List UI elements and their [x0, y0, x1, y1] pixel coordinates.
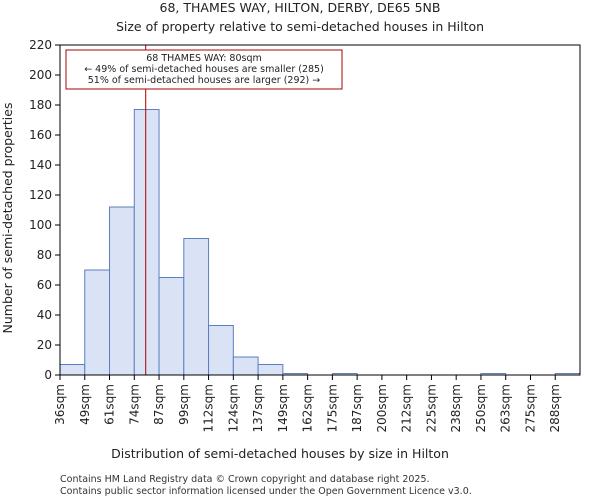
bar-36sqm	[59, 364, 86, 376]
y-tick-label: 60	[37, 278, 52, 292]
y-tick-label: 120	[29, 188, 52, 202]
x-tick-label: 200sqm	[375, 384, 389, 432]
x-tick-label: 36sqm	[53, 384, 67, 425]
x-tick-label: 187sqm	[350, 384, 364, 432]
y-tick-label: 100	[29, 218, 52, 232]
bar-87sqm	[158, 277, 185, 376]
x-tick-label: 263sqm	[499, 384, 513, 432]
y-axis-ticks: 0 20 40 60 80 100 120 140 160 180 200 220	[29, 38, 60, 382]
annotation-line-1: 68 THAMES WAY: 80sqm	[146, 53, 262, 64]
y-tick-label: 0	[44, 368, 52, 382]
bar-61sqm	[109, 206, 135, 376]
bar-137sqm	[257, 364, 284, 376]
x-tick-label: 87sqm	[152, 384, 166, 425]
y-tick-label: 180	[29, 98, 52, 112]
x-tick-label: 288sqm	[548, 384, 562, 432]
y-tick-label: 220	[29, 38, 52, 52]
x-axis-title: Distribution of semi-detached houses by …	[111, 446, 449, 461]
x-tick-label: 225sqm	[424, 384, 438, 432]
y-axis-title: Number of semi-detached properties	[0, 103, 15, 334]
bar-124sqm	[232, 356, 259, 376]
x-tick-label: 74sqm	[127, 384, 141, 425]
bar-112sqm	[208, 325, 234, 376]
chart-subtitle: Size of property relative to semi-detach…	[116, 19, 484, 34]
x-tick-label: 162sqm	[301, 384, 315, 432]
x-tick-label: 124sqm	[226, 384, 240, 432]
footer-line-2: Contains public sector information licen…	[60, 486, 472, 497]
x-tick-label: 175sqm	[325, 384, 339, 432]
annotation-box	[65, 49, 343, 90]
chart-title: 68, THAMES WAY, HILTON, DERBY, DE65 5NB	[160, 0, 441, 15]
x-tick-label: 137sqm	[251, 384, 265, 432]
x-tick-label: 275sqm	[523, 384, 537, 432]
x-tick-label: 49sqm	[78, 384, 92, 425]
annotation-line-2: ← 49% of semi-detached houses are smalle…	[84, 64, 324, 75]
y-tick-label: 160	[29, 128, 52, 142]
x-tick-label: 61sqm	[103, 384, 117, 425]
bar-99sqm	[183, 238, 210, 376]
plot-frame	[59, 44, 581, 376]
bar-49sqm	[84, 269, 111, 376]
bars-layer	[59, 109, 581, 376]
y-tick-label: 140	[29, 158, 52, 172]
x-tick-label: 149sqm	[276, 384, 290, 432]
x-axis-ticks: 36sqm 49sqm 61sqm 74sqm 87sqm 99sqm 112sqm 124s…	[53, 375, 562, 432]
bar-74sqm	[133, 109, 160, 376]
y-tick-label: 80	[37, 248, 52, 262]
y-tick-label: 200	[29, 68, 52, 82]
x-tick-label: 238sqm	[449, 384, 463, 432]
x-tick-label: 112sqm	[202, 384, 216, 432]
x-tick-label: 250sqm	[474, 384, 488, 432]
y-tick-label: 40	[37, 308, 52, 322]
footer-line-1: Contains HM Land Registry data © Crown c…	[60, 474, 430, 485]
x-tick-label: 212sqm	[400, 384, 414, 432]
x-tick-label: 99sqm	[177, 384, 191, 425]
y-tick-label: 20	[37, 338, 52, 352]
annotation-line-3: 51% of semi-detached houses are larger (…	[88, 75, 321, 86]
